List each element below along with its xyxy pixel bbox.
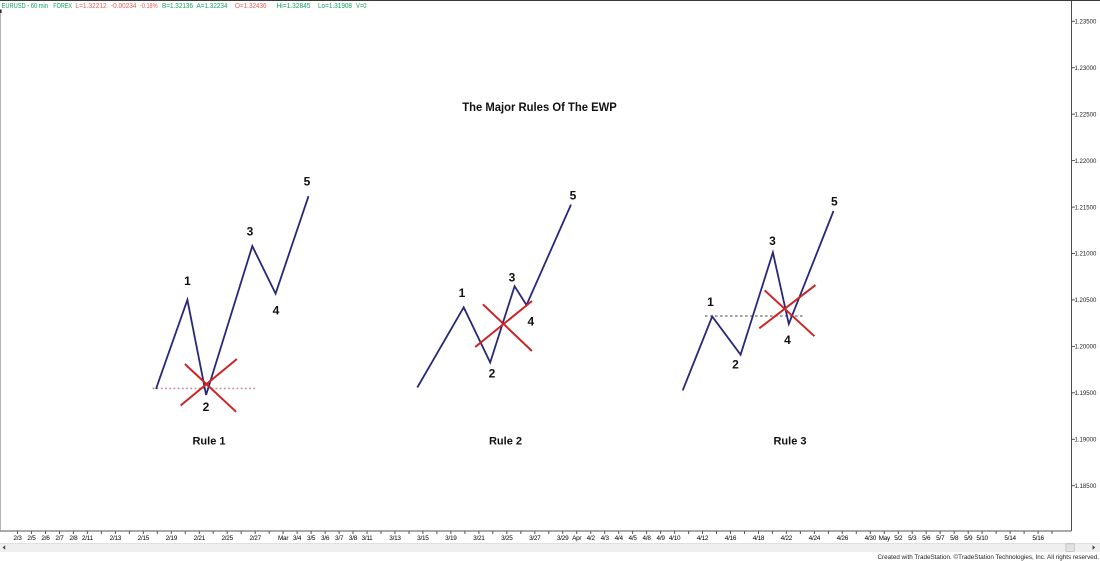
svg-text:5/3: 5/3 <box>908 535 917 542</box>
svg-text:2: 2 <box>203 400 210 414</box>
svg-text:3: 3 <box>247 225 254 239</box>
svg-text:2/6: 2/6 <box>41 535 50 542</box>
svg-text:1.23000: 1.23000 <box>1075 65 1097 72</box>
svg-text:4/12: 4/12 <box>697 535 709 542</box>
svg-text:1.21000: 1.21000 <box>1075 251 1097 258</box>
svg-text:5: 5 <box>304 175 311 189</box>
svg-text:May: May <box>879 535 891 542</box>
svg-text:3/11: 3/11 <box>362 535 374 542</box>
svg-text:2/3: 2/3 <box>13 535 22 542</box>
svg-text:5/8: 5/8 <box>950 535 959 542</box>
svg-text:2/8: 2/8 <box>69 535 78 542</box>
svg-text:3/7: 3/7 <box>335 535 344 542</box>
svg-text:3/29: 3/29 <box>557 535 569 542</box>
svg-text:4/16: 4/16 <box>725 535 737 542</box>
svg-text:5/10: 5/10 <box>976 535 988 542</box>
svg-text:3/5: 3/5 <box>307 535 316 542</box>
svg-text:2/5: 2/5 <box>27 535 36 542</box>
svg-text:2: 2 <box>489 367 496 381</box>
svg-text:4/22: 4/22 <box>781 535 793 542</box>
svg-text:4/9: 4/9 <box>657 535 666 542</box>
svg-text:FOREX: FOREX <box>53 3 72 10</box>
svg-text:4/3: 4/3 <box>601 535 610 542</box>
svg-text:Hi=1.32845: Hi=1.32845 <box>277 3 311 10</box>
svg-text:4: 4 <box>784 333 791 347</box>
svg-text:O=1.32436: O=1.32436 <box>235 3 267 10</box>
svg-text:Created with TradeStation. ©Tr: Created with TradeStation. ©TradeStation… <box>878 553 1100 561</box>
svg-text:1.21500: 1.21500 <box>1075 204 1097 211</box>
svg-text:4/5: 4/5 <box>629 535 638 542</box>
svg-text:2/13: 2/13 <box>110 535 122 542</box>
svg-text:4/30: 4/30 <box>865 535 877 542</box>
svg-text:1.20500: 1.20500 <box>1075 297 1097 304</box>
svg-text:5/6: 5/6 <box>922 535 931 542</box>
svg-text:Rule 1: Rule 1 <box>192 436 225 448</box>
svg-text:Mar: Mar <box>278 535 289 542</box>
svg-text:3/6: 3/6 <box>321 535 330 542</box>
svg-text:Rule 2: Rule 2 <box>489 436 522 448</box>
svg-text:1: 1 <box>459 286 466 300</box>
svg-text:5/16: 5/16 <box>1032 535 1044 542</box>
svg-text:3/13: 3/13 <box>389 535 401 542</box>
svg-text:5: 5 <box>570 189 577 203</box>
svg-text:L=1.32212: L=1.32212 <box>75 3 106 10</box>
svg-text:1.22000: 1.22000 <box>1075 158 1097 165</box>
svg-text:1.18500: 1.18500 <box>1075 483 1097 490</box>
svg-text:3/27: 3/27 <box>529 535 541 542</box>
svg-text:3: 3 <box>509 271 516 285</box>
svg-text:3/4: 3/4 <box>293 535 302 542</box>
svg-text:4/24: 4/24 <box>809 535 821 542</box>
svg-text:2/25: 2/25 <box>221 535 233 542</box>
svg-text:2/7: 2/7 <box>55 535 64 542</box>
svg-text:1.23500: 1.23500 <box>1075 19 1097 26</box>
svg-text:2/27: 2/27 <box>249 535 261 542</box>
svg-text:4/10: 4/10 <box>669 535 681 542</box>
svg-text:1.19000: 1.19000 <box>1075 437 1097 444</box>
svg-text:-0.00234: -0.00234 <box>111 3 137 10</box>
svg-text:1.22500: 1.22500 <box>1075 111 1097 118</box>
svg-text:4/8: 4/8 <box>643 535 652 542</box>
svg-text:5/9: 5/9 <box>964 535 973 542</box>
svg-text:1.20000: 1.20000 <box>1075 344 1097 351</box>
svg-text:4/2: 4/2 <box>587 535 596 542</box>
svg-text:A=1.32234: A=1.32234 <box>197 3 228 10</box>
svg-text:3/19: 3/19 <box>445 535 457 542</box>
svg-text:5/2: 5/2 <box>894 535 903 542</box>
svg-text:5: 5 <box>831 195 838 209</box>
svg-text:3/25: 3/25 <box>501 535 513 542</box>
svg-text:-0.18%: -0.18% <box>140 3 158 10</box>
svg-text:The Major Rules Of The EWP: The Major Rules Of The EWP <box>462 100 617 114</box>
svg-text:5/7: 5/7 <box>936 535 945 542</box>
svg-text:3/21: 3/21 <box>473 535 485 542</box>
svg-text:4/26: 4/26 <box>837 535 849 542</box>
svg-text:2/19: 2/19 <box>166 535 178 542</box>
svg-text:5/14: 5/14 <box>1004 535 1016 542</box>
svg-text:2/11: 2/11 <box>82 535 94 542</box>
svg-text:2/15: 2/15 <box>138 535 150 542</box>
svg-text:4: 4 <box>527 315 534 329</box>
svg-text:B=1.32136: B=1.32136 <box>162 3 193 10</box>
svg-text:3/15: 3/15 <box>417 535 429 542</box>
svg-text:1: 1 <box>184 274 191 288</box>
svg-text:4/4: 4/4 <box>615 535 624 542</box>
svg-text:EURUSD - 60 min: EURUSD - 60 min <box>2 3 49 10</box>
svg-text:Lo=1.31908: Lo=1.31908 <box>318 3 352 10</box>
svg-text:2/21: 2/21 <box>194 535 206 542</box>
svg-text:3/8: 3/8 <box>349 535 358 542</box>
svg-text:4/18: 4/18 <box>753 535 765 542</box>
svg-text:V=0: V=0 <box>356 3 367 10</box>
svg-text:1: 1 <box>707 295 714 309</box>
svg-text:4: 4 <box>273 304 280 318</box>
svg-text:2: 2 <box>732 357 739 371</box>
svg-text:3: 3 <box>769 234 776 248</box>
svg-text:Rule 3: Rule 3 <box>773 436 806 448</box>
svg-text:1.19500: 1.19500 <box>1075 390 1097 397</box>
svg-text:Apr: Apr <box>572 535 582 542</box>
